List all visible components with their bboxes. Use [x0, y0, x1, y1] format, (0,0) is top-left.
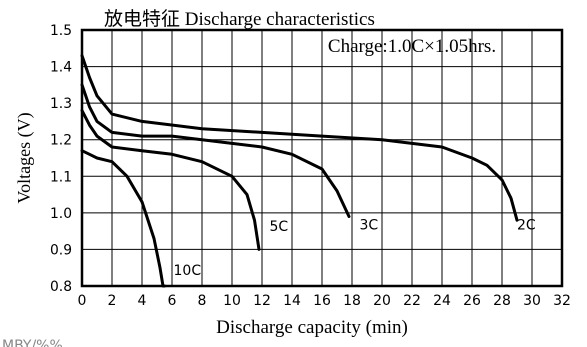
- plot-frame: [80, 28, 564, 288]
- x-tick-label-15: 30: [523, 293, 541, 309]
- y-axis-label: Voltages (V): [14, 112, 35, 203]
- series-label-10c: 10C: [174, 263, 202, 279]
- x-tick-label-3: 6: [168, 293, 177, 309]
- y-tick-label-5: 1.3: [50, 96, 72, 112]
- x-tick-label-13: 26: [463, 293, 481, 309]
- x-tick-label-6: 12: [253, 293, 271, 309]
- x-tick-label-11: 22: [403, 293, 421, 309]
- charge-annotation: Charge:1.0C×1.05hrs.: [328, 36, 496, 57]
- x-tick-label-4: 8: [198, 293, 207, 309]
- x-tick-label-2: 4: [138, 293, 147, 309]
- x-tick-label-7: 14: [283, 293, 301, 309]
- x-tick-label-10: 20: [373, 293, 391, 309]
- y-tick-label-0: 0.8: [50, 279, 72, 295]
- x-tick-label-0: 0: [78, 293, 87, 309]
- curve-10c: [80, 149, 166, 288]
- series-label-5c: 5C: [270, 219, 289, 235]
- series-label-2c: 2C: [517, 217, 536, 233]
- curve-2c: [80, 54, 519, 222]
- x-tick-label-5: 10: [223, 293, 241, 309]
- y-tick-label-3: 1.1: [50, 169, 72, 185]
- curve-3c: [80, 83, 351, 218]
- x-tick-label-1: 2: [108, 293, 117, 309]
- y-tick-labels: 0.8 0.9 1.0 1.1 1.2 1.3 1.4 1.5: [50, 23, 72, 295]
- y-tick-label-1: 0.9: [50, 242, 72, 258]
- x-tick-label-14: 28: [493, 293, 511, 309]
- y-tick-label-6: 1.4: [50, 60, 72, 76]
- y-tick-label-2: 1.0: [50, 206, 72, 222]
- discharge-curves: [80, 54, 519, 288]
- grid: [81, 29, 563, 287]
- x-axis-label: Discharge capacity (min): [216, 317, 408, 338]
- x-tick-label-8: 16: [313, 293, 331, 309]
- chart-title: 放电特征 Discharge characteristics: [104, 8, 375, 30]
- footer-text: MBY/%%: [2, 338, 63, 347]
- y-tick-label-4: 1.2: [50, 133, 72, 149]
- x-tick-labels: 0 2 4 6 8 10 12 14 16 18 20 22 24 26 28 30 32: [78, 293, 571, 309]
- curve-5c: [80, 109, 261, 251]
- x-tick-label-9: 18: [343, 293, 361, 309]
- series-labels: 10C 5C 3C 2C: [174, 217, 536, 279]
- series-label-3c: 3C: [360, 217, 379, 233]
- y-tick-label-7: 1.5: [50, 23, 72, 39]
- x-tick-label-12: 24: [433, 293, 451, 309]
- x-tick-label-16: 32: [553, 293, 571, 309]
